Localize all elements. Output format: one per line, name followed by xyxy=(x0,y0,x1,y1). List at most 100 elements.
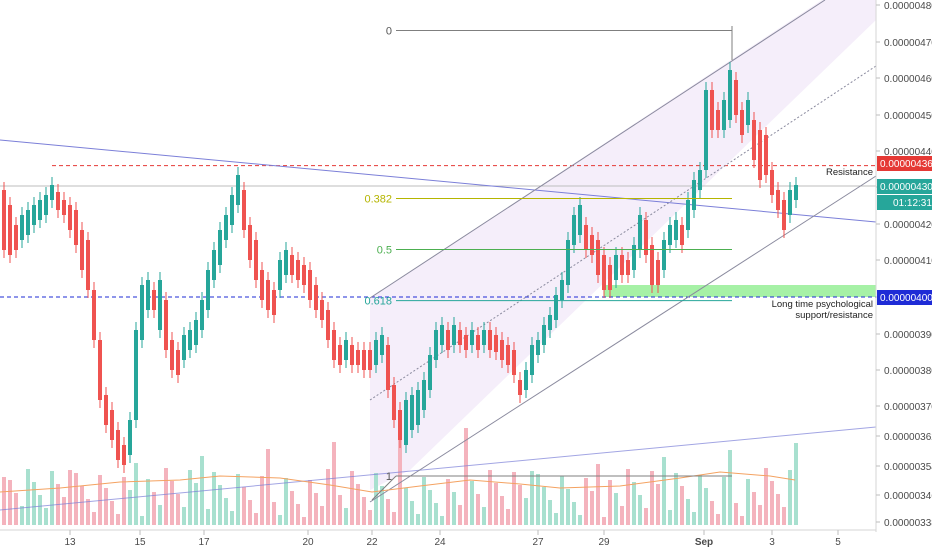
volume-bar xyxy=(482,507,486,525)
volume-bar xyxy=(260,476,264,525)
x-tick-label: 22 xyxy=(366,537,378,548)
volume-bar xyxy=(134,463,138,525)
volume-bar xyxy=(524,498,528,525)
volume-bar xyxy=(314,493,318,525)
candle-body xyxy=(56,192,60,210)
candle-body xyxy=(248,225,252,260)
candle-body xyxy=(518,380,522,395)
candle-body xyxy=(776,190,780,210)
volume-bar xyxy=(86,499,90,525)
candle-body xyxy=(26,210,30,235)
candle-body xyxy=(458,330,462,345)
support-annotation-line2: support/resistance xyxy=(795,310,873,321)
volume-bar xyxy=(320,506,324,525)
volume-bar xyxy=(656,484,660,525)
volume-bars xyxy=(2,428,798,525)
candle-body xyxy=(752,120,756,160)
candle-body xyxy=(680,225,684,245)
volume-bar xyxy=(536,474,540,525)
candle-body xyxy=(632,245,636,270)
candle-body xyxy=(656,260,660,285)
volume-bar xyxy=(704,488,708,525)
volume-bar xyxy=(224,498,228,525)
candle-body xyxy=(440,325,444,345)
candle-body xyxy=(428,355,432,390)
candle-body xyxy=(746,100,750,125)
candle-body xyxy=(170,340,174,370)
candle-body xyxy=(608,265,612,290)
volume-bar xyxy=(392,512,396,525)
volume-bar xyxy=(590,491,594,525)
channel-lower xyxy=(369,175,877,503)
volume-bar xyxy=(686,499,690,525)
volume-bar xyxy=(386,499,390,525)
volume-bar xyxy=(176,494,180,525)
candle-body xyxy=(602,255,606,290)
lower-trendline xyxy=(0,426,877,511)
volume-bar xyxy=(596,464,600,525)
volume-bar xyxy=(44,508,48,525)
y-tick-label: 0.00000338 xyxy=(884,518,932,529)
y-tick-label: 0.00000420 xyxy=(884,220,932,231)
candle-body xyxy=(302,265,306,285)
candle-body xyxy=(110,410,114,440)
candle-body xyxy=(662,240,666,270)
volume-bar xyxy=(584,478,588,525)
volume-bar xyxy=(614,493,618,525)
candle-body xyxy=(230,195,234,225)
channel-upper xyxy=(369,0,826,299)
volume-bar xyxy=(110,501,114,525)
volume-bar xyxy=(362,497,366,525)
candle-body xyxy=(98,340,102,400)
volume-bar xyxy=(116,514,120,525)
price-axis[interactable]: 0.00000480 0.00000470 0.00000460 0.00000450… xyxy=(876,1,932,529)
candle-body xyxy=(194,320,198,345)
volume-bar xyxy=(68,470,72,525)
candle-body xyxy=(794,185,798,200)
volume-bar xyxy=(680,486,684,525)
candle-body xyxy=(182,335,186,360)
volume-bar xyxy=(626,469,630,525)
volume-bar xyxy=(356,484,360,525)
volume-bar xyxy=(776,494,780,525)
candlesticks xyxy=(2,62,798,473)
volume-bar xyxy=(446,479,450,525)
y-tick-label: 0.00000362 xyxy=(884,432,932,443)
candle-body xyxy=(284,250,288,275)
volume-bar xyxy=(770,481,774,525)
volume-bar xyxy=(722,477,726,525)
candle-body xyxy=(734,80,738,115)
y-tick-label: 0.00000410 xyxy=(884,256,932,267)
volume-bar xyxy=(794,443,798,525)
volume-bar xyxy=(326,469,330,525)
fibonacci-levels: 0 0.382 0.5 0.618 1 xyxy=(364,26,733,501)
resistance-price-tag-bg xyxy=(877,156,932,171)
volume-bar xyxy=(32,482,36,525)
candle-body xyxy=(158,280,162,330)
volume-bar xyxy=(632,482,636,525)
volume-bar xyxy=(230,511,234,525)
candle-body xyxy=(290,255,294,275)
candle-body xyxy=(32,205,36,225)
volume-bar xyxy=(734,503,738,525)
candle-body xyxy=(710,90,714,130)
candle-body xyxy=(122,445,126,465)
volume-bar xyxy=(452,492,456,525)
x-tick-label: 3 xyxy=(769,537,775,548)
volume-bar xyxy=(428,490,432,525)
volume-bar xyxy=(476,494,480,525)
candle-body xyxy=(566,240,570,285)
volume-bar xyxy=(92,512,96,525)
candle-body xyxy=(116,430,120,460)
candle-body xyxy=(320,300,324,320)
volume-bar xyxy=(212,472,216,525)
volume-bar xyxy=(746,479,750,525)
candle-body xyxy=(626,260,630,275)
candle-body xyxy=(62,200,66,215)
support-price-tag: 0.00000400 xyxy=(880,293,932,304)
volume-bar xyxy=(38,495,42,525)
candle-body xyxy=(620,255,624,275)
time-axis[interactable]: 13 15 17 20 22 24 27 29 Sep 3 5 xyxy=(64,530,841,548)
candle-body xyxy=(506,345,510,365)
